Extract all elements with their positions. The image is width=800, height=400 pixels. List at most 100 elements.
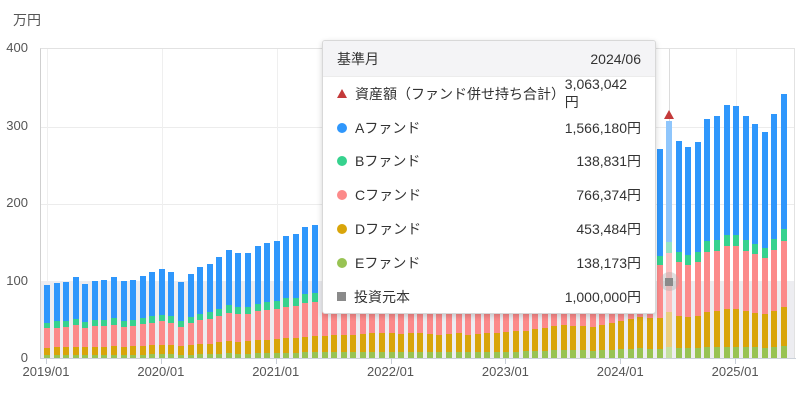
segment-fund-A <box>139 275 146 318</box>
segment-fund-C <box>484 296 491 333</box>
stacked-bar[interactable] <box>82 283 89 358</box>
segment-fund-D <box>455 333 462 352</box>
stacked-bar[interactable] <box>91 280 98 359</box>
stacked-bar[interactable] <box>780 93 787 358</box>
segment-fund-C <box>254 311 261 341</box>
segment-fund-A <box>273 240 280 301</box>
stacked-bar[interactable] <box>63 282 70 358</box>
asset-total-marker-icon <box>664 109 675 119</box>
segment-fund-C <box>63 327 70 348</box>
segment-fund-C <box>359 296 366 334</box>
stacked-bar[interactable] <box>197 267 204 358</box>
stacked-bar[interactable] <box>225 249 232 359</box>
segment-fund-C <box>130 325 137 347</box>
segment-fund-A <box>780 93 787 230</box>
circle-legend-icon <box>337 156 347 167</box>
stacked-bar[interactable] <box>742 116 749 358</box>
tooltip-row-value: 766,374円 <box>576 187 641 204</box>
segment-fund-C <box>675 261 682 317</box>
segment-fund-E <box>637 348 644 358</box>
segment-fund-D <box>445 333 452 353</box>
segment-fund-E <box>618 349 625 358</box>
stacked-bar[interactable] <box>656 148 663 358</box>
stacked-bar[interactable] <box>675 141 682 358</box>
segment-fund-A <box>110 276 117 319</box>
stacked-bar[interactable] <box>733 106 740 358</box>
stacked-bar[interactable] <box>685 147 692 358</box>
segment-fund-D <box>742 311 749 348</box>
segment-fund-C <box>82 327 89 348</box>
segment-fund-B <box>91 320 98 327</box>
stacked-bar[interactable] <box>771 113 778 358</box>
x-tickmark <box>505 358 507 364</box>
stacked-bar[interactable] <box>254 246 261 358</box>
segment-fund-C <box>168 322 175 346</box>
stacked-bar[interactable] <box>120 281 127 358</box>
stacked-bar[interactable] <box>101 279 108 358</box>
stacked-bar[interactable] <box>187 274 194 358</box>
stacked-bar[interactable] <box>302 227 309 358</box>
segment-fund-B <box>780 229 787 241</box>
segment-fund-B <box>72 318 79 326</box>
segment-fund-B <box>130 319 137 326</box>
stacked-bar[interactable] <box>244 252 251 358</box>
tooltip-row: Cファンド 766,374円 <box>323 178 655 212</box>
stacked-bar[interactable] <box>149 271 156 358</box>
stacked-bar[interactable] <box>311 225 318 358</box>
segment-fund-A <box>225 249 232 306</box>
stacked-bar[interactable] <box>283 235 290 358</box>
segment-fund-A <box>63 282 70 322</box>
stacked-bar[interactable] <box>158 268 165 358</box>
stacked-bar[interactable] <box>264 242 271 358</box>
stacked-bar[interactable] <box>72 277 79 358</box>
stacked-bar[interactable] <box>752 123 759 358</box>
x-tick-label: 2020/01 <box>137 364 185 379</box>
stacked-bar[interactable] <box>110 276 117 358</box>
segment-fund-E <box>53 354 60 358</box>
segment-fund-C <box>158 321 165 345</box>
stacked-bar[interactable] <box>177 282 184 358</box>
segment-fund-E <box>474 352 481 358</box>
segment-fund-E <box>225 353 232 358</box>
segment-fund-B <box>273 300 280 309</box>
segment-fund-D <box>474 333 481 353</box>
segment-fund-D <box>618 321 625 350</box>
segment-fund-E <box>666 347 673 358</box>
stacked-bar[interactable] <box>761 132 768 358</box>
stacked-bar[interactable] <box>273 240 280 358</box>
segment-fund-D <box>541 328 548 351</box>
stacked-bar[interactable] <box>130 279 137 358</box>
segment-fund-D <box>53 347 60 355</box>
segment-fund-C <box>120 326 127 347</box>
stacked-bar[interactable] <box>713 116 720 358</box>
segment-fund-D <box>551 326 558 351</box>
stacked-bar[interactable] <box>44 285 50 358</box>
segment-fund-D <box>369 333 376 352</box>
segment-fund-C <box>187 323 194 346</box>
segment-fund-E <box>445 352 452 358</box>
stacked-bar[interactable] <box>139 275 146 358</box>
stacked-bar[interactable] <box>292 234 299 358</box>
segment-fund-C <box>704 251 711 312</box>
segment-fund-C <box>656 265 663 318</box>
stacked-bar[interactable] <box>694 141 701 358</box>
stacked-bar[interactable] <box>53 282 60 358</box>
stacked-bar[interactable] <box>235 253 242 358</box>
tooltip-row: Dファンド 453,484円 <box>323 212 655 246</box>
segment-fund-C <box>72 325 79 347</box>
segment-fund-A <box>311 225 318 294</box>
stacked-bar[interactable] <box>704 118 711 358</box>
segment-fund-E <box>541 350 548 358</box>
stacked-bar[interactable] <box>168 271 175 358</box>
stacked-bar[interactable] <box>206 264 213 358</box>
stacked-bar[interactable] <box>723 105 730 358</box>
segment-fund-E <box>120 354 127 358</box>
segment-fund-B <box>713 240 720 251</box>
segment-fund-B <box>302 294 309 303</box>
segment-fund-E <box>216 353 223 358</box>
segment-fund-E <box>570 350 577 358</box>
stacked-bar-hovered[interactable] <box>666 120 673 358</box>
segment-fund-E <box>780 346 787 358</box>
segment-fund-B <box>264 301 271 310</box>
stacked-bar[interactable] <box>216 257 223 358</box>
